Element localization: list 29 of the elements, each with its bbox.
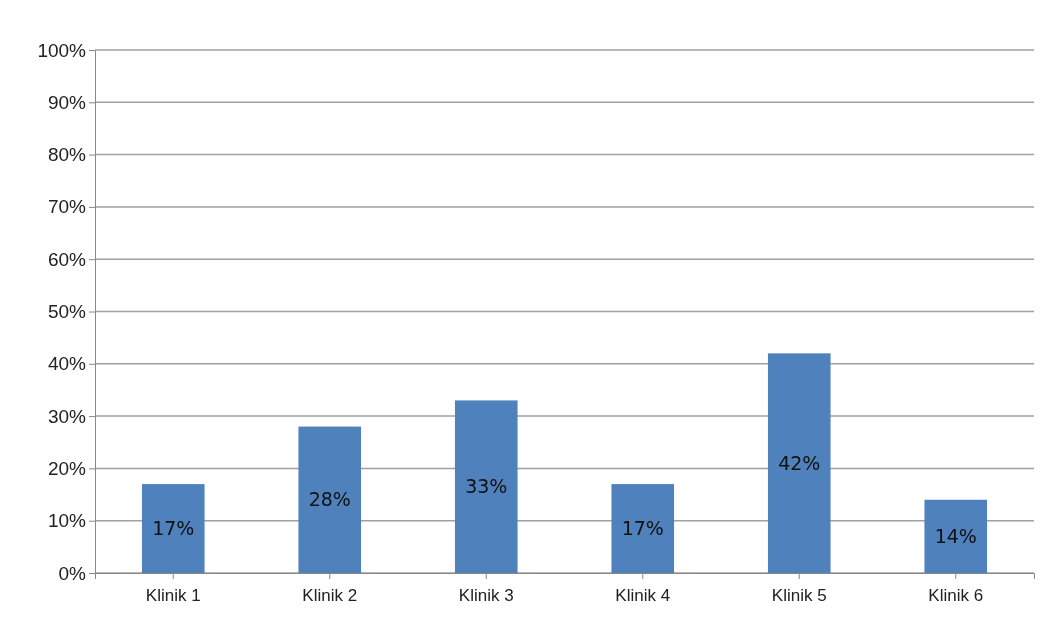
x-tick-label: Klinik 3 (458, 585, 514, 605)
bar (454, 400, 518, 573)
y-tick-label: 20% (47, 457, 87, 479)
y-tick-label: 40% (47, 353, 87, 375)
x-tick-label: Klinik 5 (771, 585, 827, 605)
x-tick-label: Klinik 2 (302, 585, 358, 605)
y-tick-label: 70% (47, 196, 87, 218)
data-label: 42% (778, 451, 821, 474)
bar (924, 499, 988, 573)
y-tick-label: 0% (58, 562, 87, 584)
data-label: 14% (934, 525, 977, 548)
bar (767, 353, 831, 573)
data-label: 17% (152, 517, 195, 540)
x-tick-label: Klinik 1 (145, 585, 201, 605)
x-tick-label: Klinik 4 (615, 585, 671, 605)
bar (141, 484, 205, 573)
y-tick-label: 60% (47, 248, 87, 270)
data-label: 28% (308, 488, 351, 511)
y-tick-label: 100% (37, 39, 87, 61)
data-label: 17% (621, 517, 664, 540)
y-tick-label: 30% (47, 405, 87, 427)
y-tick-label: 10% (47, 510, 87, 532)
bar (298, 426, 362, 573)
data-label: 33% (465, 475, 508, 498)
y-tick-label: 50% (47, 301, 87, 323)
y-tick-label: 90% (47, 91, 87, 113)
y-tick-label: 80% (47, 144, 87, 166)
x-tick-label: Klinik 6 (928, 585, 984, 605)
bar (611, 484, 675, 573)
